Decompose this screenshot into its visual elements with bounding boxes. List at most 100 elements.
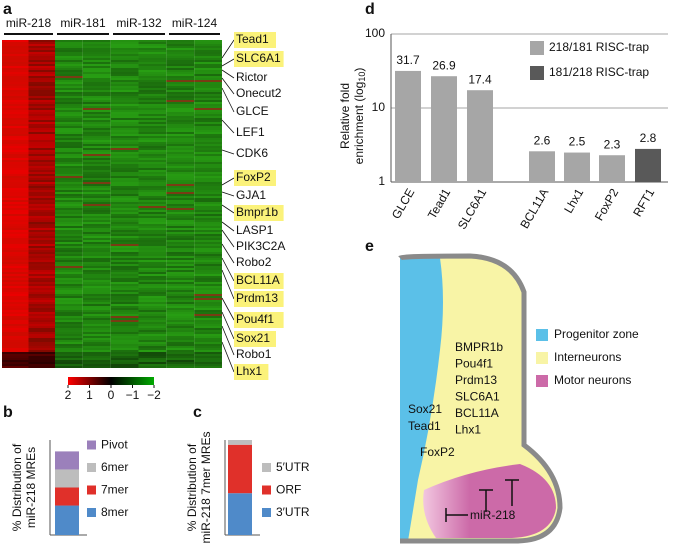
heatmap-cell: [2, 320, 29, 322]
heatmap-cell: [194, 292, 222, 294]
heatmap-cell: [194, 314, 222, 316]
heatmap-cell: [166, 260, 195, 262]
heatmap-cell: [2, 356, 29, 358]
heatmap-cell: [138, 216, 167, 218]
heatmap-cell: [82, 58, 111, 60]
heatmap-cell: [110, 104, 139, 106]
heatmap-cell: [2, 114, 29, 116]
heatmap-cell: [138, 262, 167, 264]
heatmap-cell: [194, 250, 222, 252]
heatmap-cell: [2, 226, 29, 228]
heatmap-cell: [55, 56, 83, 58]
heatmap-cell: [110, 172, 139, 174]
heatmap-cell: [166, 310, 195, 312]
heatmap-cell: [55, 202, 83, 204]
heatmap-cell: [2, 192, 29, 194]
heatmap-cell: [194, 174, 222, 176]
value-label: 2.8: [640, 131, 657, 145]
heatmap-cell: [82, 348, 111, 350]
heatmap-cell: [82, 198, 111, 200]
heatmap-cell: [194, 222, 222, 224]
heatmap-cell: [138, 100, 167, 102]
heatmap-cell: [28, 62, 55, 64]
heatmap-cell: [28, 80, 55, 82]
heatmap-cell: [28, 366, 55, 368]
heatmap-cell: [2, 322, 29, 324]
connector: [221, 297, 235, 321]
heatmap-cell: [28, 306, 55, 308]
heatmap-cell: [110, 182, 139, 184]
heatmap-cell: [28, 268, 55, 270]
heatmap-cell: [138, 238, 167, 240]
heatmap-cell: [138, 104, 167, 106]
heatmap-cell: [55, 356, 83, 358]
heatmap-cell: [138, 58, 167, 60]
heatmap-cell: [2, 334, 29, 336]
heatmap-cell: [82, 240, 111, 242]
heatmap-cell: [55, 184, 83, 186]
heatmap-cell: [138, 326, 167, 328]
heatmap-cell: [166, 240, 195, 242]
heatmap-cell: [194, 340, 222, 342]
inhibition-symbols: [445, 479, 519, 522]
y-tick-label: 1: [378, 174, 385, 188]
heatmap-cell: [166, 70, 195, 72]
heatmap-cell: [82, 76, 111, 78]
heatmap-cell: [110, 296, 139, 298]
heatmap-cell: [166, 78, 195, 80]
bar: [635, 148, 661, 182]
heatmap-cell: [28, 86, 55, 88]
heatmap-cell: [166, 92, 195, 94]
heatmap-cell: [55, 358, 83, 360]
heatmap-cell: [2, 132, 29, 134]
heatmap-cell: [138, 84, 167, 86]
heatmap-cell: [194, 106, 222, 108]
heatmap-cell: [55, 44, 83, 46]
heatmap-cell: [28, 256, 55, 258]
highlight: [234, 312, 284, 328]
heatmap-cell: [82, 128, 111, 130]
heatmap-cell: [82, 298, 111, 300]
heatmap-cell: [55, 294, 83, 296]
legend-label: Pivot: [101, 438, 128, 452]
heatmap-cell: [55, 88, 83, 90]
heatmap-cell: [55, 186, 83, 188]
heatmap-cell: [110, 148, 139, 150]
heatmap-cell: [110, 122, 139, 124]
heatmap-cell: [2, 362, 29, 364]
heatmap-cell: [2, 198, 29, 200]
heatmap-cell: [194, 74, 222, 76]
heatmap-cell: [138, 202, 167, 204]
heatmap-cell: [82, 116, 111, 118]
heatmap-cell: [194, 328, 222, 330]
heatmap-cell: [82, 224, 111, 226]
heatmap-cell: [82, 310, 111, 312]
heatmap-cell: [166, 220, 195, 222]
heatmap-cell: [2, 82, 29, 84]
heatmap-cell: [28, 242, 55, 244]
heatmap-cell: [82, 142, 111, 144]
heatmap-cell: [82, 276, 111, 278]
heatmap-cell: [28, 164, 55, 166]
heatmap-cell: [55, 124, 83, 126]
heatmap-cell: [28, 348, 55, 350]
heatmap-cell: [194, 252, 222, 254]
heatmap-cell: [55, 334, 83, 336]
heatmap-cell: [2, 172, 29, 174]
heatmap-cell: [2, 298, 29, 300]
heatmap-cell: [2, 144, 29, 146]
heatmap-cell: [166, 140, 195, 142]
heatmap-cell: [166, 248, 195, 250]
heatmap-cell: [2, 168, 29, 170]
heatmap-cell: [28, 60, 55, 62]
heatmap-cell: [28, 132, 55, 134]
heatmap-cell: [55, 292, 83, 294]
heatmap-cell: [28, 124, 55, 126]
heatmap-cell: [55, 166, 83, 168]
heatmap-cell: [138, 42, 167, 44]
heatmap-cell: [2, 118, 29, 120]
gene-label: Robo1: [236, 347, 272, 361]
legend-label: 8mer: [101, 505, 128, 519]
heatmap-cell: [110, 308, 139, 310]
heatmap-cell: [110, 166, 139, 168]
